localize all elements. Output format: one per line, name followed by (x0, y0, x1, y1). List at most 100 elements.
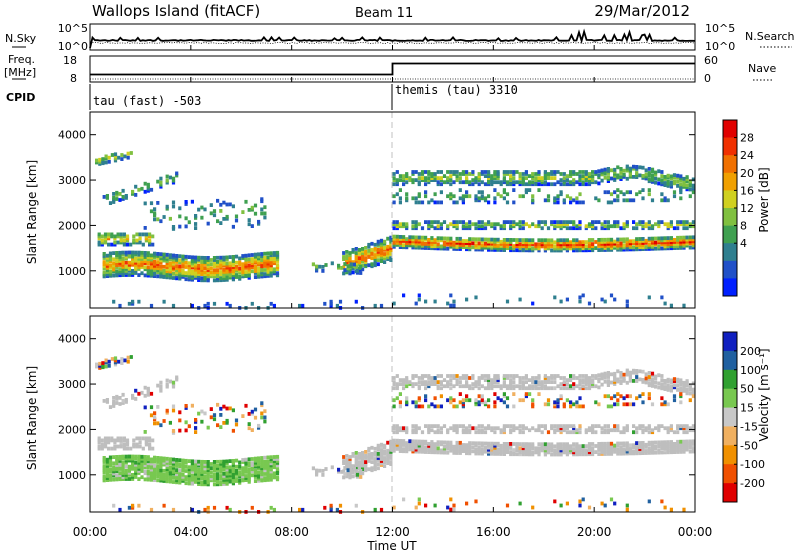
power-cell (641, 239, 645, 243)
velocity-cell (635, 369, 639, 373)
velocity-cell (175, 472, 179, 477)
power-cell (594, 240, 598, 244)
power-cell (253, 256, 258, 261)
power-cell (194, 274, 198, 278)
velocity-cell (171, 382, 176, 387)
velocity-cell (528, 384, 532, 389)
power-cell (206, 266, 210, 270)
velocity-cell (591, 430, 595, 435)
velocity-cell (115, 467, 119, 472)
velocity-cell (190, 403, 194, 408)
velocity-cell (417, 447, 421, 452)
velocity-cell (452, 426, 456, 431)
power-cell (206, 268, 210, 273)
power-cell (569, 196, 573, 201)
velocity-cell (584, 428, 588, 433)
power-cell (165, 257, 169, 261)
power-cell (156, 260, 160, 264)
velocity-cell (402, 497, 406, 502)
power-cell (591, 176, 595, 180)
power-cell (156, 201, 160, 205)
power-cell (543, 220, 547, 224)
velocity-cell (244, 461, 248, 466)
velocity-cell (424, 450, 428, 454)
velocity-cell (493, 374, 497, 378)
velocity-cell (351, 464, 355, 468)
power-cell (134, 264, 138, 269)
velocity-cell (342, 475, 346, 480)
power-cell (405, 174, 409, 178)
velocity-cell (468, 449, 472, 454)
velocity-cell (669, 428, 673, 433)
velocity-cell (578, 380, 582, 384)
power-cell (143, 253, 147, 257)
power-cell (465, 241, 469, 245)
power-cell (257, 256, 261, 261)
power-cell (118, 259, 122, 263)
velocity-cell (663, 446, 667, 451)
velocity-cell (190, 477, 194, 482)
power-cell (411, 180, 415, 185)
velocity-cell (537, 386, 541, 391)
power-cell (584, 226, 588, 231)
velocity-cell (417, 443, 421, 448)
velocity-cell (113, 358, 118, 363)
power-cell (124, 269, 128, 273)
power-cell (584, 170, 588, 174)
power-cell (521, 222, 525, 227)
velocity-cell (260, 472, 264, 477)
power-cell (603, 246, 607, 250)
velocity-cell (427, 382, 431, 386)
velocity-cell (134, 460, 138, 465)
power-cell (190, 269, 194, 274)
velocity-cell (119, 442, 123, 447)
power-cell (496, 176, 500, 180)
power-cell (398, 188, 402, 192)
velocity-cell (477, 445, 481, 450)
velocity-cell (247, 471, 251, 476)
velocity-cell (222, 465, 226, 470)
power-cell (613, 239, 617, 244)
velocity-cell (540, 424, 544, 428)
velocity-cell (386, 459, 390, 463)
power-cell (672, 181, 677, 186)
power-cell (216, 268, 220, 272)
power-cell (458, 243, 462, 247)
velocity-cell (632, 449, 636, 454)
velocity-cell (663, 381, 667, 385)
power-cell (247, 271, 251, 276)
power-cell (578, 192, 582, 197)
power-cell (266, 257, 270, 262)
power-cell (244, 264, 248, 268)
power-cell (487, 243, 491, 248)
velocity-cell (269, 505, 273, 510)
power-cell (436, 224, 440, 229)
power-cell (446, 170, 450, 174)
power-cell (184, 265, 188, 269)
velocity-cell (105, 465, 109, 470)
power-cell (512, 222, 516, 227)
colorbar-tick-label: -50 (740, 439, 758, 452)
velocity-cell (364, 460, 368, 464)
power-cell (581, 242, 585, 247)
power-cell (587, 224, 592, 229)
power-cell (102, 260, 106, 264)
velocity-cell (584, 380, 588, 384)
velocity-cell (411, 447, 415, 452)
power-cell (272, 267, 276, 272)
power-cell (490, 222, 494, 227)
power-cell (455, 226, 459, 231)
power-cell (587, 240, 592, 244)
power-cell (97, 242, 101, 247)
power-cell (493, 180, 497, 185)
power-cell (127, 266, 131, 271)
velocity-cell (140, 463, 144, 467)
power-cell (266, 274, 270, 278)
power-cell (512, 248, 516, 253)
velocity-cell (175, 480, 179, 485)
power-cell (216, 272, 220, 277)
power-cell (679, 222, 683, 227)
velocity-cell (512, 452, 516, 457)
velocity-cell (647, 424, 651, 428)
power-cell (212, 272, 217, 277)
